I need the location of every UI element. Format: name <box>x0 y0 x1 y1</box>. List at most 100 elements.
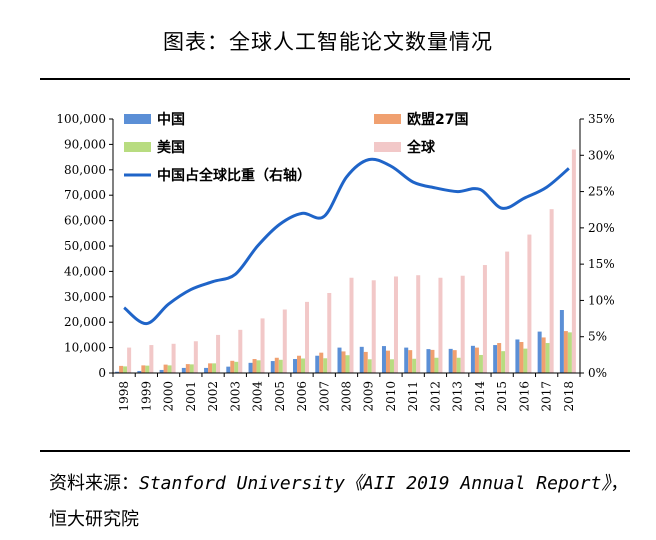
x-tick-label: 2010 <box>384 381 398 412</box>
bar-中国 <box>448 348 453 373</box>
x-tick-label: 2000 <box>162 381 176 412</box>
x-axis: 1998 1999 2000 2001 2002 2003 2004 2005 2006 2007… <box>112 372 581 412</box>
bar-美国 <box>567 332 572 373</box>
bar-欧盟27国 <box>208 363 213 373</box>
bar-中国 <box>204 367 209 373</box>
bar-全球 <box>571 149 576 373</box>
bar-中国 <box>404 347 409 373</box>
x-tick-label: 2011 <box>406 381 420 412</box>
left-tick-label: 40,000 <box>64 264 106 278</box>
left-tick-label: 50,000 <box>64 239 106 253</box>
x-tick-label: 2013 <box>451 381 465 412</box>
bar-中国 <box>226 366 231 373</box>
source-suffix: ，恒大研究院 <box>49 473 629 530</box>
bar-中国 <box>493 345 498 373</box>
top-divider <box>40 78 630 80</box>
legend-swatch <box>124 142 151 152</box>
bar-美国 <box>189 364 194 373</box>
bar-美国 <box>167 365 172 373</box>
bar-全球 <box>327 292 332 373</box>
x-tick-label: 2003 <box>228 381 242 412</box>
bar-欧盟27国 <box>185 364 190 373</box>
bar-欧盟27国 <box>119 365 124 373</box>
bar-中国 <box>137 370 142 373</box>
bar-美国 <box>389 359 394 373</box>
bar-中国 <box>270 361 275 373</box>
bar-欧盟27国 <box>497 343 502 373</box>
x-tick-label: 2014 <box>473 381 487 412</box>
right-tick-label: 30% <box>588 148 615 162</box>
bar-欧盟27国 <box>274 357 279 373</box>
bar-美国 <box>301 358 306 373</box>
left-tick-label: 0 <box>98 366 106 380</box>
right-tick-label: 15% <box>588 257 615 271</box>
legend-label: 中国占全球比重（右轴） <box>157 167 311 184</box>
bar-全球 <box>282 309 287 373</box>
bar-中国 <box>359 346 364 373</box>
bar-全球 <box>216 334 221 373</box>
right-tick-label: 20% <box>588 221 615 235</box>
left-tick-label: 70,000 <box>64 188 106 202</box>
right-tick-label: 10% <box>588 293 615 307</box>
legend-label: 中国 <box>157 111 185 128</box>
bar-全球 <box>171 343 176 373</box>
bar-美国 <box>478 354 483 373</box>
left-tick-label: 80,000 <box>64 163 106 177</box>
bar-中国 <box>426 349 431 373</box>
bar-中国 <box>181 367 186 373</box>
bar-欧盟27国 <box>408 350 413 373</box>
x-tick-label: 2001 <box>184 381 198 412</box>
bar-全球 <box>393 276 398 373</box>
x-tick-label: 2015 <box>495 381 509 412</box>
bar-欧盟27国 <box>252 359 257 373</box>
bar-欧盟27国 <box>563 331 568 373</box>
bar-全球 <box>149 345 154 373</box>
bar-全球 <box>305 301 310 373</box>
bar-中国 <box>115 371 120 373</box>
x-tick-label: 2007 <box>317 381 331 412</box>
bar-全球 <box>460 275 465 373</box>
bar-中国 <box>515 339 520 373</box>
bar-美国 <box>367 359 372 373</box>
bar-美国 <box>523 348 528 373</box>
bar-中国 <box>537 331 542 373</box>
bar-美国 <box>145 365 150 373</box>
right-y-axis: 0% 5% 10% 15% 20% 25% 30% 35% <box>579 112 615 380</box>
bar-欧盟27国 <box>230 360 235 373</box>
bar-美国 <box>501 351 506 373</box>
bar-美国 <box>545 343 550 373</box>
bar-美国 <box>278 359 283 373</box>
bar-中国 <box>470 345 475 373</box>
x-tick-label: 2008 <box>340 381 354 412</box>
bar-欧盟27国 <box>141 365 146 373</box>
bar-全球 <box>349 277 354 373</box>
bar-美国 <box>412 358 417 373</box>
bar-欧盟27国 <box>385 350 390 373</box>
china-share-line <box>123 157 570 326</box>
left-y-axis: 0 10,000 20,000 30,000 40,000 50,000 60,000 70,… <box>56 112 114 380</box>
bar-欧盟27国 <box>452 350 457 373</box>
source-reference: Stanford University《AII 2019 Annual Repo… <box>139 473 611 494</box>
left-tick-label: 20,000 <box>64 315 106 329</box>
bar-全球 <box>238 329 243 373</box>
bar-全球 <box>549 209 554 373</box>
bar-全球 <box>127 347 132 373</box>
left-tick-label: 90,000 <box>64 137 106 151</box>
x-tick-label: 1999 <box>139 381 153 412</box>
bar-美国 <box>345 355 350 373</box>
bar-全球 <box>527 234 532 373</box>
bar-中国 <box>248 362 253 373</box>
bottom-divider <box>40 450 630 452</box>
legend-swatch <box>374 114 401 124</box>
bar-全球 <box>416 275 421 373</box>
bar-全球 <box>371 280 376 373</box>
x-tick-label: 2004 <box>251 381 265 412</box>
x-tick-label: 2018 <box>562 381 576 412</box>
right-tick-label: 25% <box>588 185 615 199</box>
bar-中国 <box>381 346 386 373</box>
bar-中国 <box>293 359 298 373</box>
x-tick-label: 2005 <box>273 381 287 412</box>
left-tick-label: 100,000 <box>56 112 106 126</box>
legend-swatch <box>124 114 151 124</box>
